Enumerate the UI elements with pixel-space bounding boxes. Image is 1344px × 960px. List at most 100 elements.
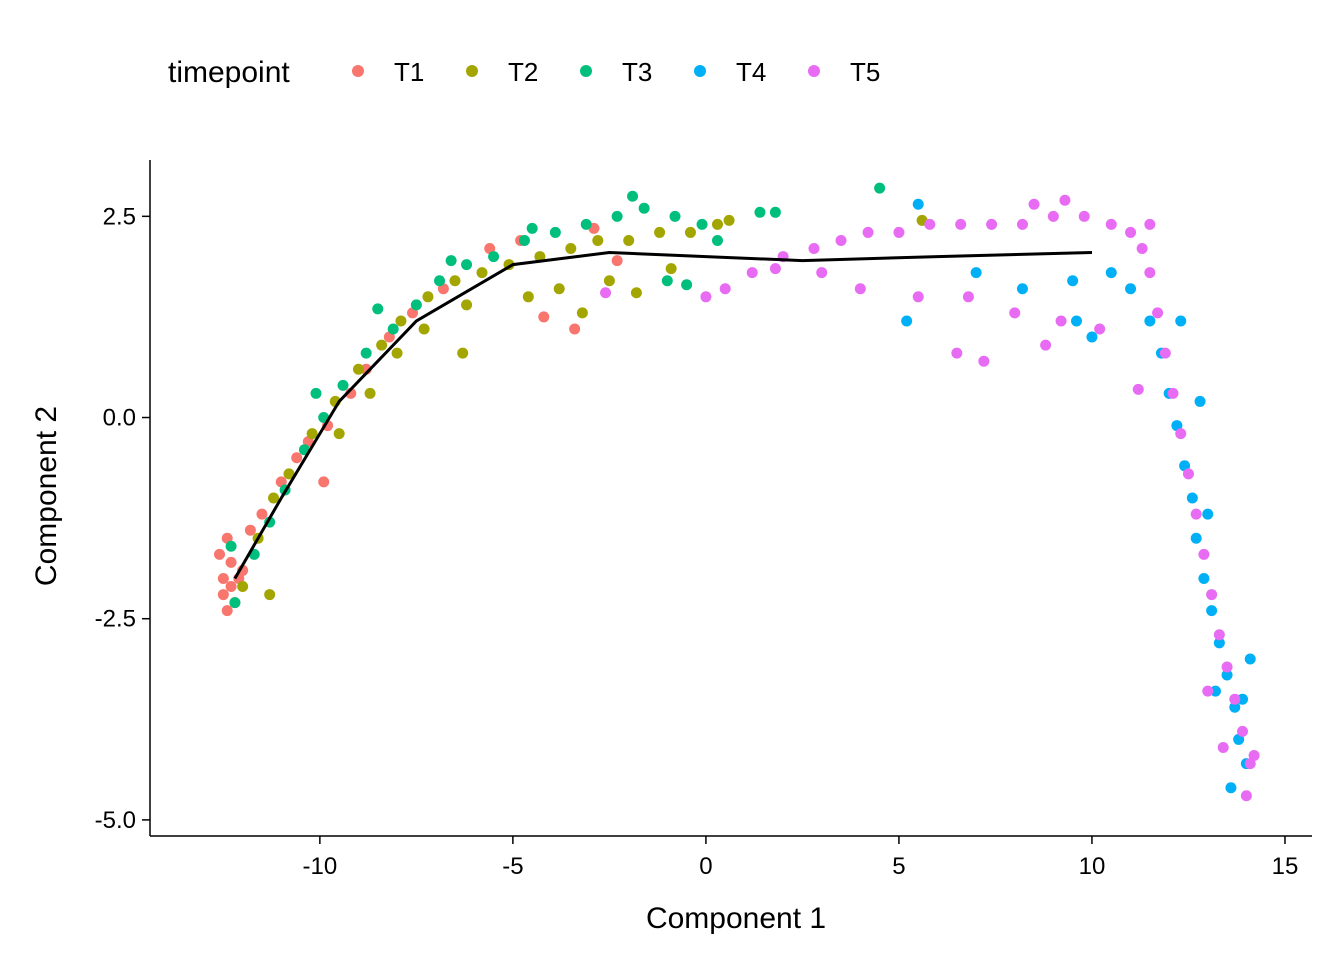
- data-point: [723, 214, 735, 226]
- trajectory-line: [233, 250, 1093, 580]
- data-point: [1105, 218, 1117, 230]
- data-point: [268, 492, 280, 504]
- data-point: [221, 605, 233, 617]
- data-point: [769, 263, 781, 275]
- legend-label: T2: [508, 57, 538, 87]
- data-point: [526, 222, 538, 234]
- data-point: [229, 597, 241, 609]
- data-point: [1221, 669, 1233, 681]
- data-point: [549, 226, 561, 238]
- y-tick-label: -5.0: [95, 807, 136, 834]
- x-axis-title: Component 1: [646, 902, 826, 935]
- data-point: [1105, 267, 1117, 279]
- data-point: [352, 363, 364, 375]
- legend-label: T4: [736, 57, 766, 87]
- data-point: [638, 202, 650, 214]
- data-point: [1198, 572, 1210, 584]
- data-point: [576, 307, 588, 319]
- data-point: [1248, 750, 1260, 762]
- data-point: [213, 548, 225, 560]
- data-point: [1159, 347, 1171, 359]
- legend-swatch: [808, 65, 820, 77]
- data-point: [580, 218, 592, 230]
- data-point: [1086, 331, 1098, 343]
- data-point: [1217, 741, 1229, 753]
- data-point: [1009, 307, 1021, 319]
- data-point: [1240, 790, 1252, 802]
- data-point: [719, 283, 731, 295]
- data-point: [387, 323, 399, 335]
- data-point: [1132, 383, 1144, 395]
- legend-item-t3: T3: [580, 57, 652, 87]
- data-point: [461, 259, 473, 271]
- legend-swatch: [352, 65, 364, 77]
- data-point: [225, 540, 237, 552]
- data-point: [1016, 283, 1028, 295]
- legend-label: T3: [622, 57, 652, 87]
- data-point: [534, 251, 546, 263]
- series-t5: [600, 194, 1260, 802]
- data-point: [816, 267, 828, 279]
- data-point: [978, 355, 990, 367]
- data-point: [1221, 661, 1233, 673]
- data-point: [1209, 685, 1221, 697]
- legend-entries: T1 T2 T3 T4 T5: [352, 57, 880, 87]
- data-point: [1071, 315, 1083, 327]
- legend: timepoint T1 T2 T3 T4 T5: [168, 56, 880, 89]
- data-point: [893, 226, 905, 238]
- data-point: [681, 279, 693, 291]
- data-point: [970, 267, 982, 279]
- data-point: [1047, 210, 1059, 222]
- data-point: [1225, 782, 1237, 794]
- series-t3: [225, 182, 886, 609]
- y-axis-title: Component 2: [30, 406, 63, 586]
- data-point: [333, 428, 345, 440]
- data-point: [924, 218, 936, 230]
- axes: -10 -5 0 5 10 15 -5.0 -2.5 0.0 2.5 Component 1 C…: [30, 160, 1312, 935]
- x-ticks: -10 -5 0 5 10 15: [303, 836, 1299, 880]
- x-tick-label: 15: [1272, 853, 1299, 880]
- data-point: [376, 339, 388, 351]
- y-ticks: -5.0 -2.5 0.0 2.5: [95, 203, 150, 834]
- data-point: [611, 210, 623, 222]
- data-point: [1175, 315, 1187, 327]
- data-point: [283, 468, 295, 480]
- data-point: [445, 255, 457, 267]
- legend-item-t5: T5: [808, 57, 880, 87]
- data-point: [862, 226, 874, 238]
- data-point: [611, 255, 623, 267]
- data-point: [372, 303, 384, 315]
- data-point: [901, 315, 913, 327]
- legend-item-t2: T2: [466, 57, 538, 87]
- data-point: [410, 299, 422, 311]
- data-point: [1028, 198, 1040, 210]
- data-point: [1144, 315, 1156, 327]
- data-point: [912, 291, 924, 303]
- data-point: [569, 323, 581, 335]
- data-point: [1067, 275, 1079, 287]
- data-point: [951, 347, 963, 359]
- y-tick-label: -2.5: [95, 606, 136, 633]
- data-point: [808, 243, 820, 255]
- data-point: [418, 323, 430, 335]
- data-point: [1059, 194, 1071, 206]
- data-point: [1202, 508, 1214, 520]
- data-point: [1125, 283, 1137, 295]
- data-point: [700, 291, 712, 303]
- data-point: [754, 206, 766, 218]
- data-point: [592, 234, 604, 246]
- data-point: [1144, 218, 1156, 230]
- data-point: [1182, 468, 1194, 480]
- data-point: [1213, 629, 1225, 641]
- data-point: [422, 291, 434, 303]
- data-point: [225, 556, 237, 568]
- data-point: [1055, 315, 1067, 327]
- data-point: [360, 347, 372, 359]
- data-point: [1016, 218, 1028, 230]
- data-point: [565, 243, 577, 255]
- data-point: [623, 234, 635, 246]
- data-point: [711, 218, 723, 230]
- data-point: [1040, 339, 1052, 351]
- legend-item-t4: T4: [694, 57, 766, 87]
